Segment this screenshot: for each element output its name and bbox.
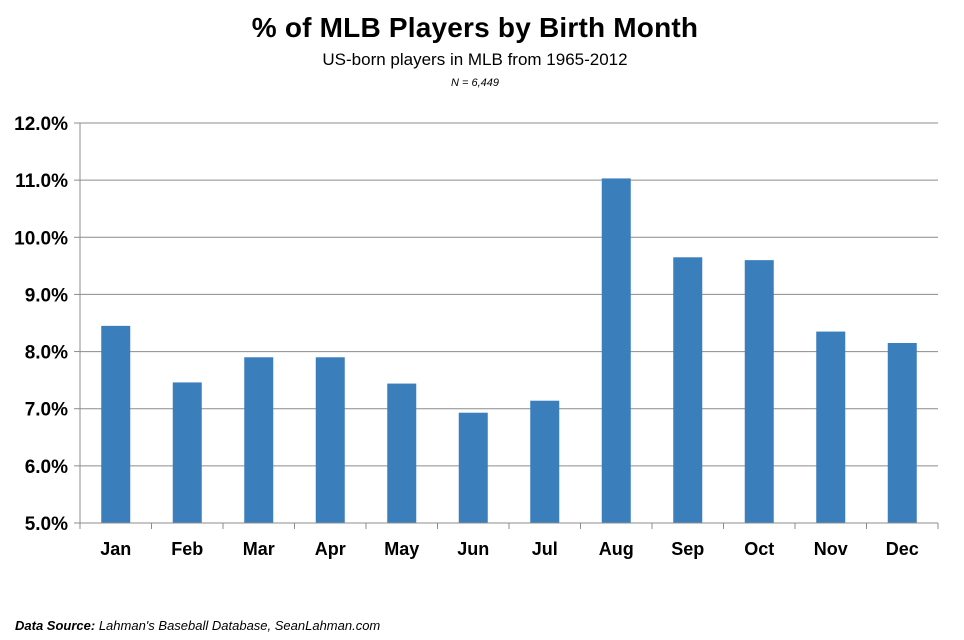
x-tick-label: Sep — [671, 539, 704, 559]
x-tick-label: Feb — [171, 539, 203, 559]
bar-aug — [601, 178, 631, 523]
bar-dec — [887, 343, 917, 523]
bar-nov — [816, 331, 846, 523]
chart-title: % of MLB Players by Birth Month — [251, 12, 699, 43]
data-source: Data Source: Lahman's Baseball Database,… — [15, 618, 380, 633]
x-tick-label: Aug — [599, 539, 634, 559]
y-tick-label: 10.0% — [14, 228, 68, 249]
bar-jul — [530, 400, 560, 523]
bars — [101, 178, 917, 523]
y-tick-label: 7.0% — [25, 400, 68, 421]
x-tick-label: Mar — [243, 539, 275, 559]
sample-size-note: N = 6,449 — [450, 77, 499, 89]
bar-oct — [744, 260, 774, 523]
bar-feb — [172, 382, 202, 523]
bar-mar — [244, 357, 274, 523]
x-tick-label: Oct — [744, 539, 774, 559]
x-tick-label: Jun — [457, 539, 489, 559]
bar-jun — [458, 412, 488, 523]
bar-jan — [101, 325, 131, 523]
bar-sep — [673, 257, 703, 523]
y-tick-label: 6.0% — [25, 457, 68, 478]
y-tick-label: 11.0% — [15, 171, 68, 192]
bar-may — [387, 383, 417, 523]
x-tick-label: Dec — [886, 539, 919, 559]
x-tick-label: Apr — [315, 539, 346, 559]
bar-apr — [315, 357, 345, 523]
data-source-label: Data Source: — [15, 618, 96, 633]
gridlines — [80, 122, 938, 467]
x-tick-label: Nov — [814, 539, 848, 559]
axes — [74, 122, 939, 529]
y-tick-label: 5.0% — [25, 514, 68, 535]
tick-labels: 5.0% 6.0% 7.0% 8.0% 9.0% 10.0% 11.0% 12.0% Jan Fe… — [14, 114, 919, 559]
data-source-text: Lahman's Baseball Database, SeanLahman.c… — [98, 618, 381, 633]
chart-subtitle: US-born players in MLB from 1965-2012 — [322, 50, 628, 69]
y-tick-label: 9.0% — [25, 285, 68, 306]
x-tick-label: Jan — [100, 539, 131, 559]
x-tick-label: Jul — [532, 539, 558, 559]
x-tick-label: May — [384, 539, 419, 559]
y-tick-label: 12.0% — [14, 114, 68, 135]
y-tick-label: 8.0% — [25, 343, 68, 364]
